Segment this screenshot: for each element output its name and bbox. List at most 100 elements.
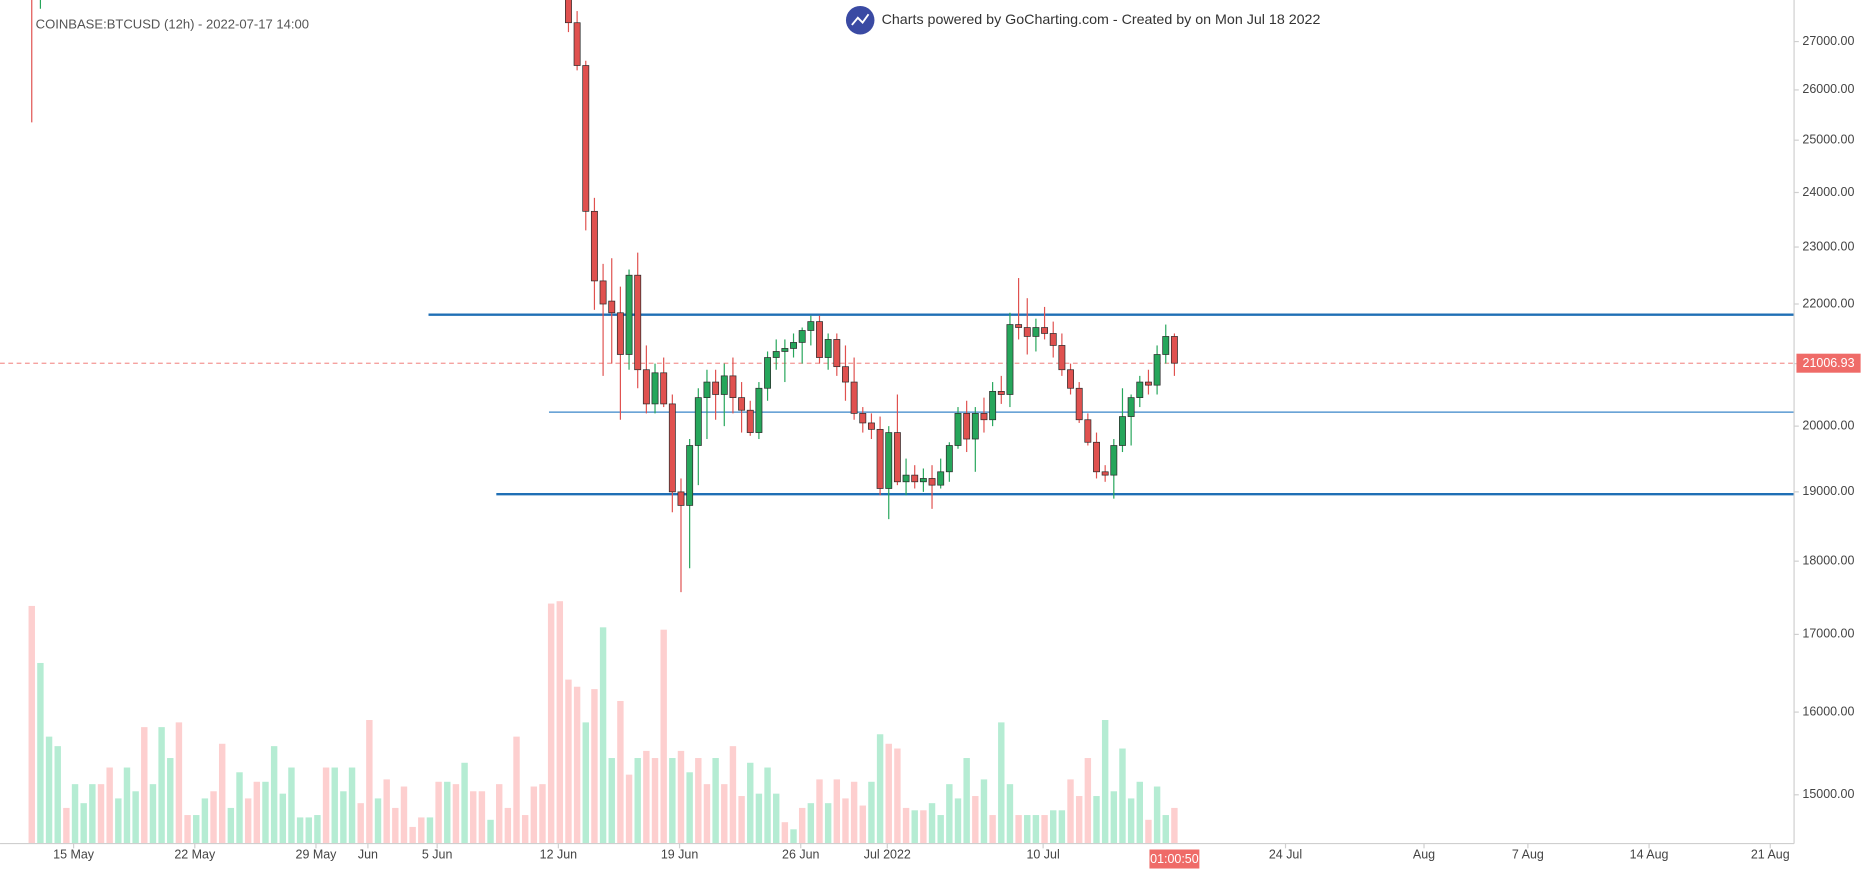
candle-body <box>599 280 607 305</box>
candle-body <box>1170 336 1178 364</box>
candle-body <box>833 339 841 368</box>
y-tick-label: 25000.00 <box>1802 132 1854 146</box>
candle-body <box>634 274 642 371</box>
volume-bar <box>236 772 243 844</box>
countdown-box <box>1149 849 1200 869</box>
x-tick-label: 22 May <box>174 848 216 862</box>
volume-bar <box>45 736 53 844</box>
volume-bar <box>807 803 815 844</box>
volume-bar <box>954 798 962 844</box>
volume-bar <box>885 743 892 844</box>
volume-bar <box>444 781 451 844</box>
x-tick-label: 21 Aug <box>1751 848 1790 862</box>
volume-bar <box>141 727 148 844</box>
volume-bar <box>798 807 806 844</box>
candle-body <box>824 339 832 358</box>
candle-body <box>738 397 746 411</box>
volume-bar <box>582 722 589 844</box>
y-tick-label: 24000.00 <box>1802 185 1854 199</box>
volume-bar <box>253 781 261 844</box>
x-tick-label: Jul 2022 <box>864 848 911 862</box>
volume-bar <box>1162 815 1169 844</box>
candle-body <box>911 474 919 483</box>
volume-bar <box>288 767 295 844</box>
volume-bar <box>894 748 901 844</box>
volume-bar <box>495 784 503 844</box>
volume-bar <box>71 784 79 844</box>
volume-bar <box>738 796 745 844</box>
y-tick-label: 26000.00 <box>1802 82 1854 96</box>
candle-body <box>1119 416 1126 446</box>
candle-body <box>565 0 572 24</box>
candle-body <box>703 381 711 398</box>
volume-bar <box>158 727 165 844</box>
volume-bar <box>1006 784 1014 844</box>
candle-body <box>989 391 997 421</box>
candle-body <box>642 369 650 405</box>
y-tick-label: 18000.00 <box>1802 553 1854 567</box>
volume-bar <box>998 722 1005 844</box>
candle-body <box>1006 324 1014 395</box>
candle-body <box>902 474 910 483</box>
volume-bar <box>175 722 183 844</box>
volume-bar <box>400 786 408 844</box>
volume-bar <box>876 734 884 844</box>
x-tick-label: 15 May <box>53 848 95 862</box>
volume-bar <box>608 758 615 844</box>
candle-body <box>1067 369 1074 389</box>
volume-bar <box>97 784 105 844</box>
candle-body <box>781 348 789 352</box>
y-tick-label: 19000.00 <box>1802 484 1854 498</box>
volume-bar <box>487 819 494 844</box>
candle-body <box>1127 397 1135 417</box>
candle-body <box>720 375 728 395</box>
logo-icon <box>851 13 870 26</box>
candle-body <box>694 397 702 446</box>
candle-body <box>1023 327 1031 337</box>
volume-bar <box>1084 758 1092 844</box>
chart-title: COINBASE:BTCUSD (12h) - 2022-07-17 14:00 <box>36 16 309 31</box>
volume-bar <box>418 817 425 844</box>
candle-body <box>1110 445 1118 476</box>
candle-body <box>919 478 927 483</box>
y-tick-label: 16000.00 <box>1802 704 1854 718</box>
candle-body <box>590 210 598 282</box>
volume-bar <box>755 793 763 844</box>
candle-body <box>876 428 884 489</box>
volume-bar <box>279 793 287 844</box>
volume-bar <box>452 784 460 844</box>
candle-body <box>1093 441 1100 473</box>
volume-bar <box>686 772 693 844</box>
volume-bar <box>963 758 970 844</box>
volume-bar <box>270 746 278 844</box>
volume-bar <box>695 758 702 844</box>
candle-body <box>980 413 988 421</box>
candle-body <box>954 413 962 446</box>
volume-bar <box>149 784 157 844</box>
volume-bar <box>470 791 477 844</box>
volume-bar <box>703 784 711 844</box>
volume-bar <box>859 805 866 844</box>
volume-bar <box>773 793 780 844</box>
volume-bar <box>1015 815 1022 844</box>
volume-bar <box>348 767 356 844</box>
volume-bar <box>1075 796 1083 844</box>
volume-bar <box>920 810 927 844</box>
candle-body <box>842 366 849 383</box>
volume-bar <box>781 822 789 844</box>
x-tick-label: 7 Aug <box>1512 848 1544 862</box>
volume-bar <box>435 781 442 844</box>
candle-body <box>1084 419 1092 443</box>
volume-bar <box>478 791 486 844</box>
volume-bar <box>340 791 347 844</box>
volume-bar <box>547 603 555 844</box>
volume-bar <box>201 798 209 844</box>
volume-bar <box>712 758 719 844</box>
volume-bar <box>591 689 598 844</box>
volume-bar <box>902 807 910 844</box>
x-tick-label: 12 Jun <box>540 848 578 862</box>
candle-body <box>1041 327 1049 334</box>
volume-bar <box>669 758 676 844</box>
volume-bar <box>167 758 174 844</box>
